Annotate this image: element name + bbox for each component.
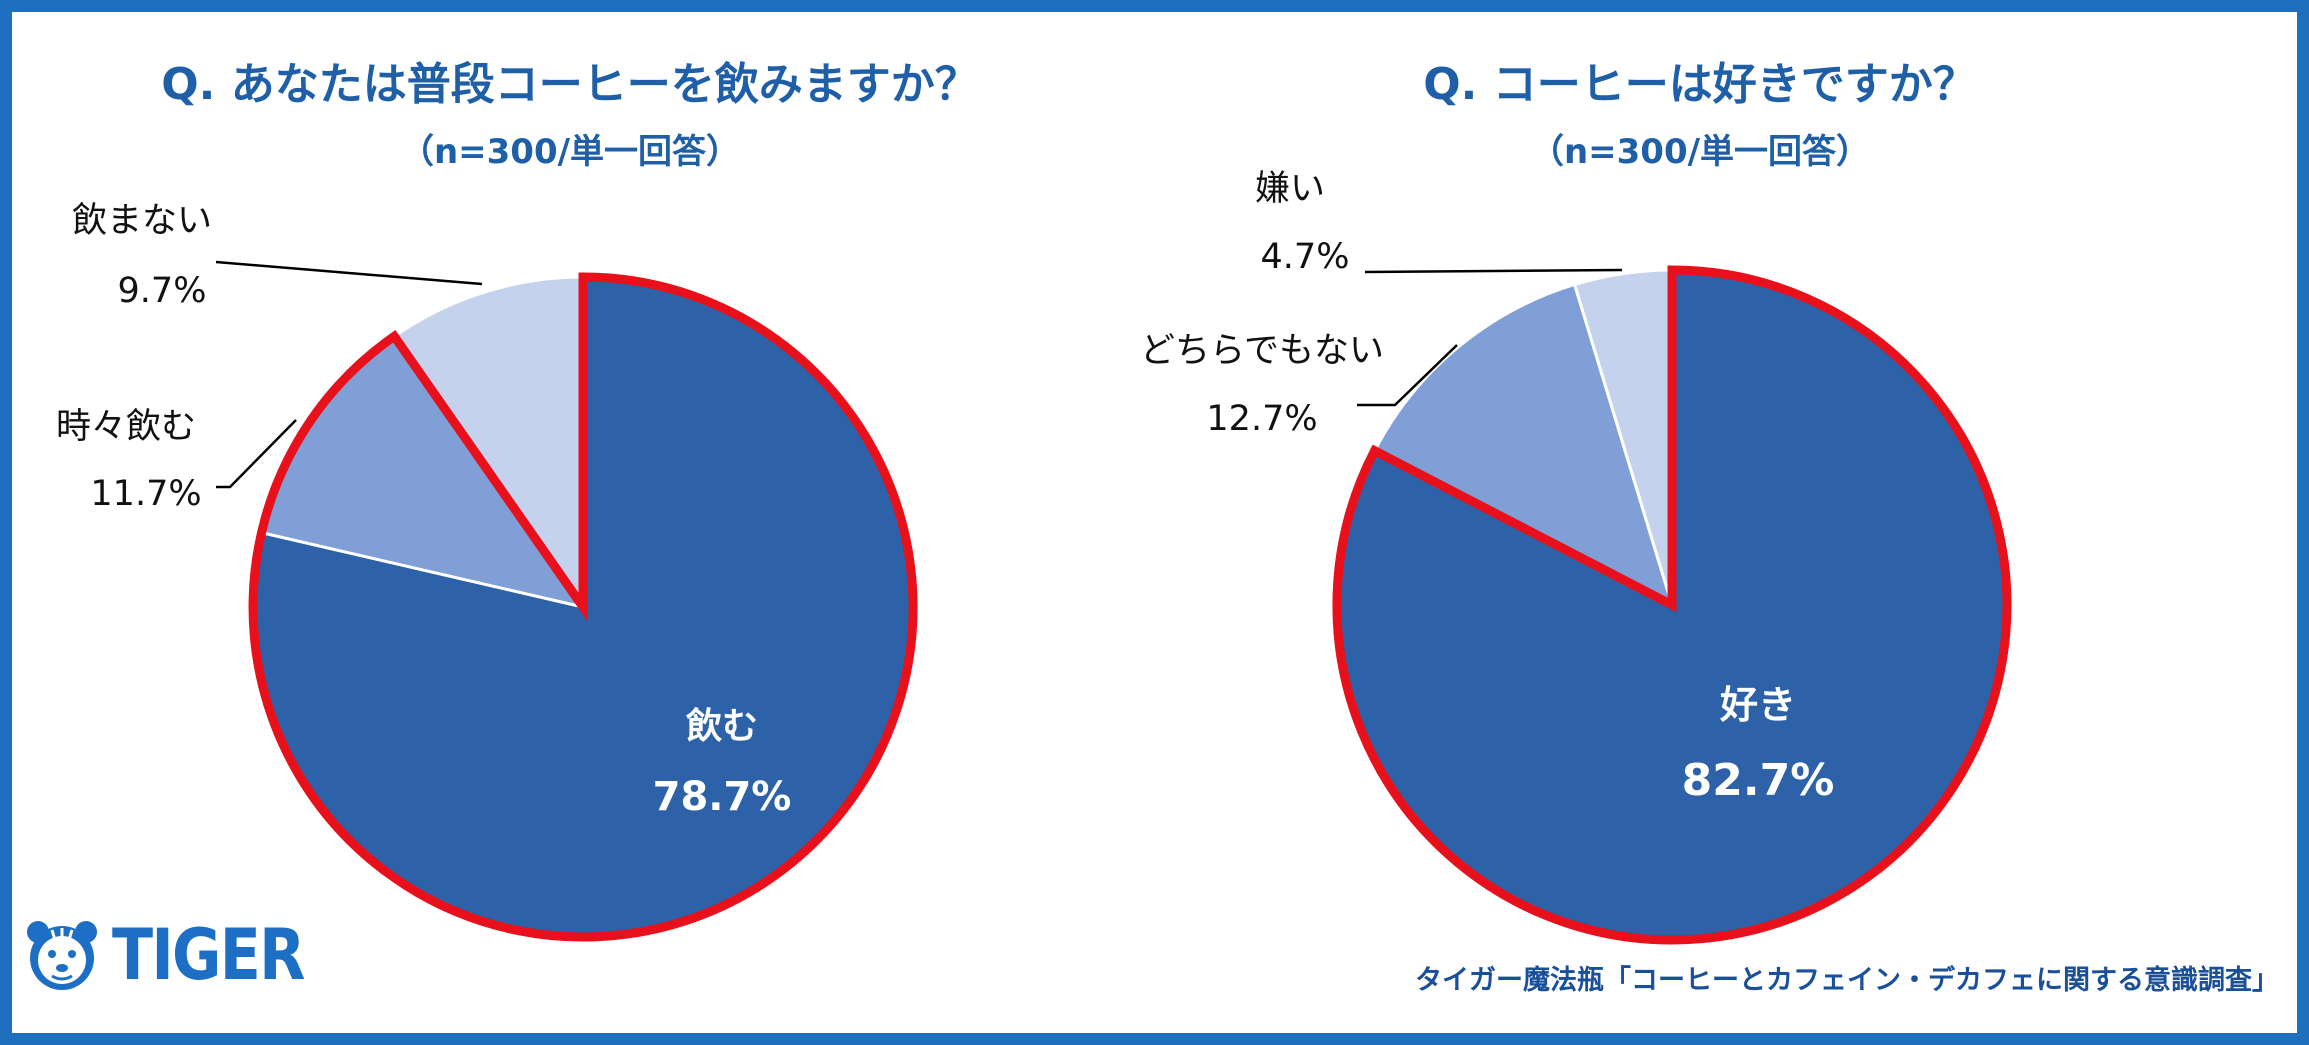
source-note: タイガー魔法瓶「コーヒーとカフェイン・デカフェに関する意識調査」 (1415, 965, 2279, 996)
pie-chart-2: 好き 82.7% どちらでもない 12.7% 嫌い 4.7% (1140, 169, 2012, 945)
label-drink: 飲む (686, 706, 758, 747)
value-drink: 78.7% (653, 774, 792, 820)
tiger-face-icon (27, 921, 97, 990)
leader-dislike (1364, 268, 1623, 274)
value-neutral: 12.7% (1206, 399, 1317, 439)
value-dislike: 4.7% (1261, 237, 1350, 277)
value-sometimes: 11.7% (90, 474, 201, 514)
chart-1-title: Q. あなたは普段コーヒーを飲みますか？ (161, 59, 979, 110)
pie-chart-1: 飲む 78.7% 時々飲む 11.7% 飲まない 9.7% (56, 201, 918, 942)
leader-neutral (1357, 344, 1458, 407)
leader-not-drink (215, 260, 483, 286)
label-not-drink: 飲まない (72, 201, 212, 241)
value-like: 82.7% (1682, 755, 1835, 806)
label-sometimes: 時々飲む (56, 407, 196, 447)
label-like: 好き (1719, 683, 1796, 727)
chart-2-subtitle: （n=300/単一回答） (1529, 132, 1871, 172)
highlight-outline-2 (1332, 265, 2012, 945)
slice-not-drink (392, 275, 585, 612)
chart-1-subtitle: （n=300/単一回答） (399, 132, 741, 172)
label-dislike: 嫌い (1255, 169, 1325, 209)
label-neutral: どちらでもない (1140, 331, 1384, 371)
value-not-drink: 9.7% (118, 271, 207, 311)
chart-2-title: Q. コーヒーは好きですか？ (1423, 59, 1977, 110)
tiger-logo: TIGER (22, 910, 322, 1000)
highlight-outline-1 (248, 272, 918, 942)
leader-sometimes (216, 419, 297, 489)
logo-text: TIGER (112, 914, 305, 996)
